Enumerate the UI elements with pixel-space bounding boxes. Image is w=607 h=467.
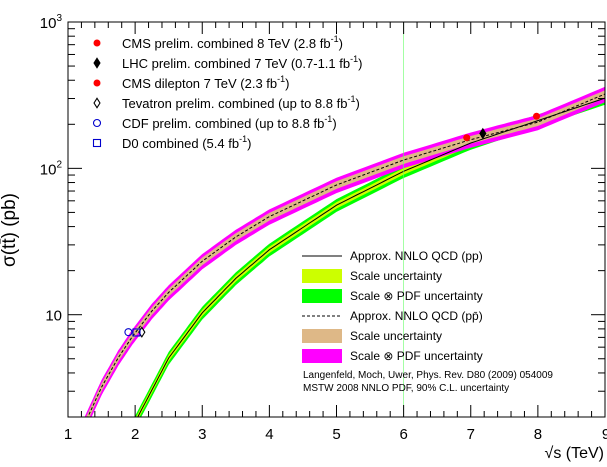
legend-label-0: CMS prelim. combined 8 TeV (2.8 fb-1) — [122, 34, 343, 51]
measurement-points — [124, 112, 541, 338]
legend-label-2: CMS dilepton 7 TeV (2.3 fb-1) — [122, 74, 289, 91]
legend-swatch-1 — [302, 269, 342, 283]
legend-marker-1 — [93, 57, 101, 69]
uncertainty-bands — [84, 86, 605, 417]
x-axis-label: √s (TeV) — [545, 445, 604, 462]
legend-label-3: Tevatron prelim. combined (up to 8.8 fb-… — [122, 94, 360, 111]
theory-curves — [87, 22, 605, 417]
legend-swatch-4 — [302, 329, 342, 343]
curve-pp — [137, 97, 605, 417]
legend-label-4: CDF prelim. combined (up to 8.8 fb-1) — [122, 114, 337, 131]
legend-theory: Approx. NNLO QCD (pp) Scale uncertainty Sc… — [302, 249, 483, 363]
x-tick-label: 5 — [332, 426, 340, 443]
reference-annotation: Langenfeld, Moch, Uwer, Phys. Rev. D80 (… — [303, 369, 553, 395]
legend-swatch-5 — [302, 349, 342, 363]
legend-marker-2 — [93, 79, 101, 87]
axes: 1 2 3 4 5 6 7 8 9 √s (TeV) 103 102 10 — [40, 13, 607, 462]
data-point-1 — [479, 127, 487, 140]
legend-theory-label-2: Scale ⊗ PDF uncertainty — [350, 289, 483, 303]
band-scale-pdf-ppbar — [84, 86, 605, 417]
legend-theory-label-0: Approx. NNLO QCD (pp) — [350, 249, 483, 263]
y-tick-label: 10 — [45, 308, 62, 325]
x-tick-label: 7 — [467, 426, 475, 443]
legend-marker-5 — [92, 138, 102, 148]
legend-label-5: D0 combined (5.4 fb-1) — [122, 134, 251, 151]
data-point-5 — [132, 328, 141, 337]
y-axis-label: σ(tt̄) (pb) — [0, 192, 20, 268]
x-tick-label: 9 — [602, 426, 607, 443]
reference-line-2: MSTW 2008 NNLO PDF, 90% C.L. uncertainty — [303, 383, 510, 394]
x-tick-label: 3 — [198, 426, 206, 443]
legend-theory-label-3: Approx. NNLO QCD (pp̄) — [350, 309, 483, 323]
data-point-4 — [124, 328, 133, 337]
x-tick-label: 1 — [64, 426, 72, 443]
x-tick-label: 4 — [265, 426, 273, 443]
legend-marker-3 — [93, 97, 101, 109]
data-point-2 — [463, 134, 471, 142]
x-tick-label: 2 — [131, 426, 139, 443]
y-tick-label: 103 — [40, 13, 63, 32]
legend-theory-label-5: Scale ⊗ PDF uncertainty — [350, 349, 483, 363]
x-tick-label: 6 — [399, 426, 407, 443]
legend-marker-0 — [93, 39, 101, 47]
legend-theory-label-1: Scale uncertainty — [350, 269, 442, 283]
y-tick-label: 102 — [40, 159, 63, 178]
legend-marker-4 — [92, 118, 102, 128]
legend-label-1: LHC prelim. combined 7 TeV (0.7-1.1 fb-1… — [122, 54, 362, 71]
curve-ppbar — [87, 93, 605, 417]
legend-measurements: CMS prelim. combined 8 TeV (2.8 fb-1) LHC… — [92, 34, 362, 151]
x-tick-label: 8 — [534, 426, 542, 443]
legend-theory-label-4: Scale uncertainty — [350, 329, 442, 343]
data-point-0 — [533, 112, 541, 120]
reference-line-1: Langenfeld, Moch, Uwer, Phys. Rev. D80 (… — [303, 370, 553, 381]
legend-swatch-2 — [302, 289, 342, 303]
